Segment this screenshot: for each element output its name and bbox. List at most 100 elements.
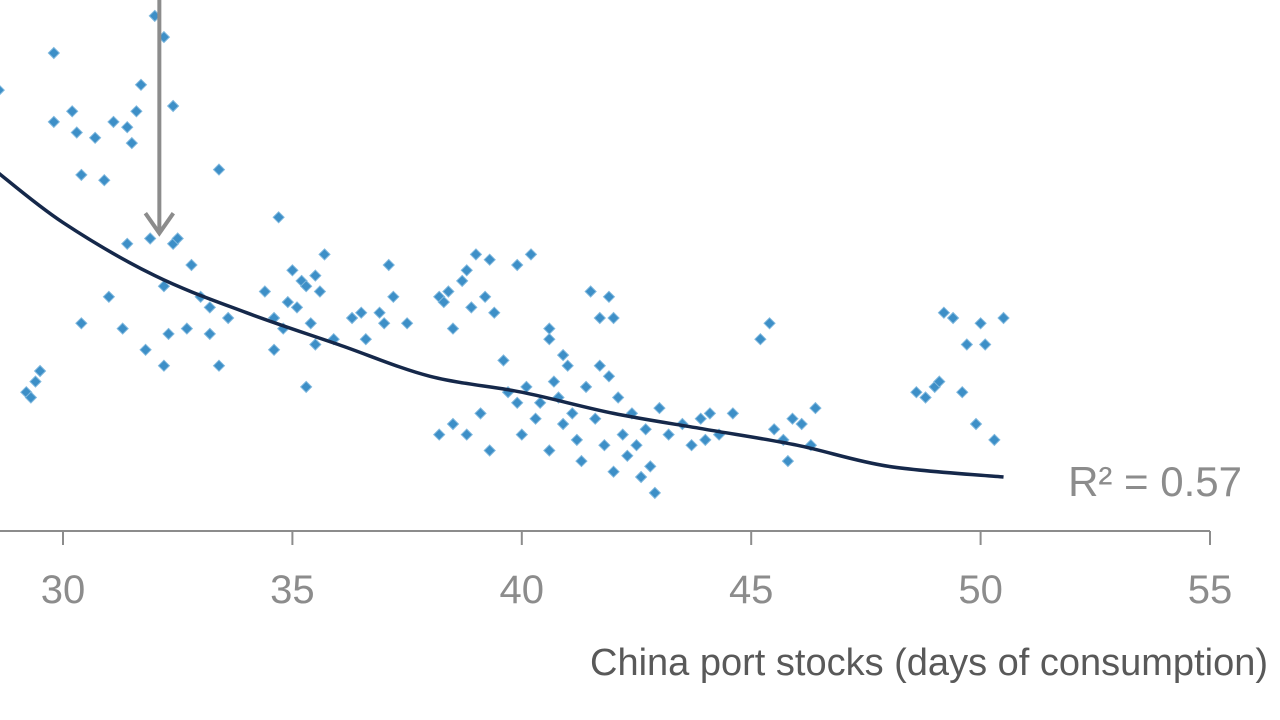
data-point [442, 285, 455, 298]
data-point [543, 332, 556, 346]
data-point [185, 258, 198, 272]
data-point [607, 311, 620, 325]
data-point [988, 433, 1001, 447]
x-tick-label: 40 [500, 568, 545, 612]
x-axis: 30 35 40 45 50 55 [0, 530, 1233, 612]
data-point [309, 338, 322, 351]
data-point [561, 359, 574, 372]
data-point [754, 332, 767, 346]
data-point [515, 428, 529, 441]
x-axis-title: China port stocks (days of consumption) [590, 642, 1268, 684]
data-point [786, 412, 799, 425]
data-point [648, 486, 662, 500]
data-point [474, 407, 487, 420]
data-point [382, 258, 395, 272]
data-point [511, 258, 524, 272]
data-point [212, 359, 226, 372]
data-point [65, 105, 79, 118]
data-point [433, 428, 446, 441]
data-point [547, 375, 561, 388]
data-point [969, 417, 983, 431]
data-point [556, 348, 570, 362]
data-point [639, 423, 652, 436]
data-point [956, 385, 969, 399]
data-point [960, 338, 974, 351]
data-point [267, 343, 281, 357]
data-point [795, 417, 808, 431]
data-point [533, 396, 547, 410]
data-point [460, 264, 473, 277]
data-point [355, 306, 368, 319]
data-point [203, 301, 217, 314]
data-point [47, 115, 61, 129]
data-point [446, 417, 460, 431]
data-point [98, 173, 111, 187]
data-point [102, 290, 116, 304]
data-point [75, 317, 88, 330]
data-point [978, 338, 992, 351]
data-point [974, 317, 987, 330]
x-tick-label: 30 [41, 568, 86, 612]
x-tick-label: 55 [1188, 568, 1233, 612]
data-point [699, 433, 712, 447]
x-tick-label: 35 [270, 568, 315, 612]
data-point [589, 412, 602, 425]
data-point [121, 120, 134, 134]
data-point [134, 78, 148, 92]
trendline [0, 171, 1004, 479]
data-point [107, 115, 120, 129]
data-point [616, 428, 629, 441]
data-point [579, 380, 593, 394]
data-point [157, 359, 171, 372]
data-point [203, 327, 217, 341]
data-point [593, 311, 607, 325]
data-point [593, 359, 607, 372]
data-point [359, 332, 373, 346]
data-point [662, 428, 675, 441]
data-point [460, 428, 473, 441]
data-point [318, 248, 331, 261]
data-point [497, 354, 510, 367]
data-point [602, 290, 616, 304]
x-tick-label: 50 [958, 568, 1003, 612]
data-point [556, 417, 570, 431]
data-point [33, 364, 47, 378]
data-point [809, 401, 822, 415]
data-point [75, 168, 88, 182]
data-point [286, 264, 299, 277]
data-point [763, 317, 776, 330]
data-point [767, 423, 781, 436]
arrow-head-icon [143, 212, 175, 237]
data-point [566, 407, 579, 420]
data-point [575, 454, 588, 468]
data-point [997, 311, 1010, 325]
data-point [644, 460, 657, 473]
data-point [400, 317, 414, 330]
data-point [272, 211, 285, 224]
data-point [304, 317, 317, 330]
data-point [543, 322, 556, 335]
data-point [611, 391, 625, 404]
data-point [88, 131, 102, 145]
data-point [598, 438, 611, 452]
points-layer [0, 9, 1010, 500]
data-point [130, 105, 143, 118]
data-point [281, 295, 295, 309]
data-point [529, 412, 542, 425]
data-point [121, 237, 134, 251]
data-point [607, 465, 620, 478]
data-point [524, 248, 538, 261]
data-point [511, 396, 524, 410]
data-point [685, 438, 698, 452]
data-point [309, 269, 322, 282]
data-point [290, 301, 304, 314]
data-point [387, 290, 400, 304]
data-point [653, 401, 666, 415]
data-point [299, 380, 313, 394]
data-point [221, 311, 235, 325]
data-point [139, 343, 152, 357]
data-point [910, 385, 923, 399]
data-point [937, 306, 951, 319]
